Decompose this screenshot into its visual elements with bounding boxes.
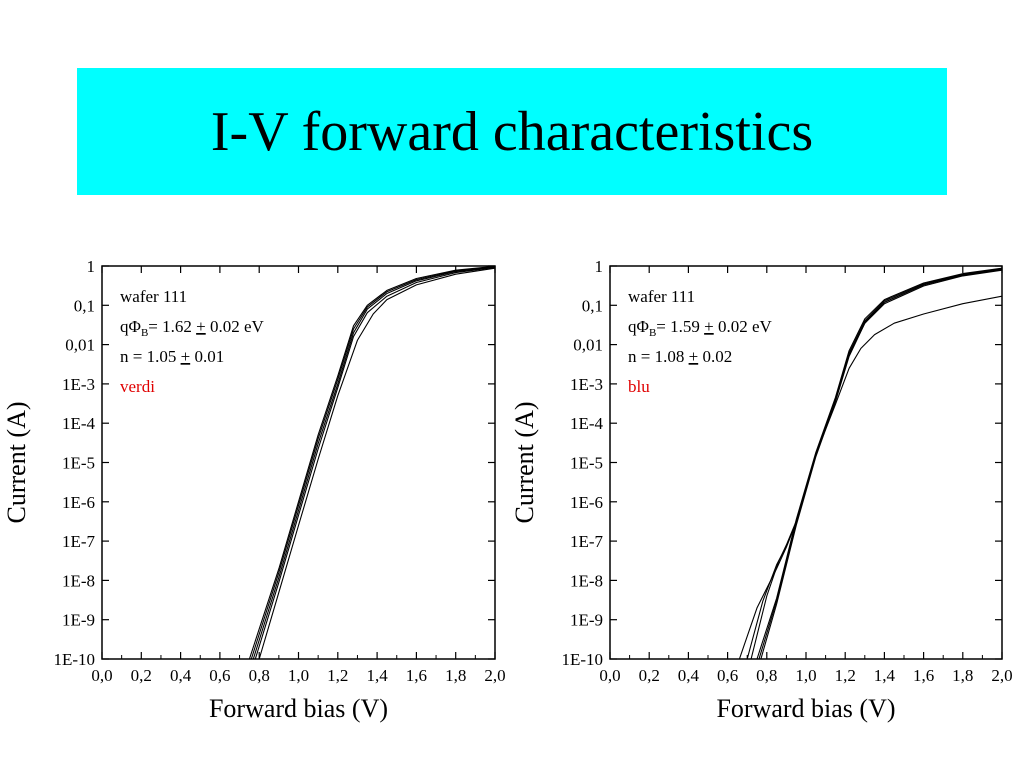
x-tick-label: 1,2 bbox=[327, 666, 348, 685]
y-tick-label: 0,01 bbox=[65, 336, 95, 355]
x-tick-label: 0,6 bbox=[209, 666, 230, 685]
y-tick-label: 1E-8 bbox=[62, 571, 95, 590]
series-line-2 bbox=[250, 266, 495, 659]
x-tick-label: 1,8 bbox=[445, 666, 466, 685]
series-line-3 bbox=[248, 266, 495, 659]
chart-2: 0,0 0,2 0,4 0,6 0,8 1,0 1,2 1,4 1,6 1,8 2,0 1E-10 1E… bbox=[510, 257, 1013, 723]
x-tick-label: 1,2 bbox=[835, 666, 856, 685]
x-tick-label: 0,8 bbox=[756, 666, 777, 685]
x-tick-label: 1,6 bbox=[913, 666, 934, 685]
chart-1: 0,0 0,2 0,4 0,6 0,8 1,0 1,2 1,4 1,6 1,8 2,0 1E-10 1E… bbox=[2, 257, 506, 723]
x-tick-label: 0,8 bbox=[249, 666, 270, 685]
x-tick-label: 0,0 bbox=[599, 666, 620, 685]
y-tick-label: 1E-9 bbox=[570, 611, 603, 630]
series-line-5 bbox=[258, 267, 495, 659]
series-line-6 bbox=[750, 295, 1002, 659]
y-tick-label: 1E-8 bbox=[570, 571, 603, 590]
y-axis-title: Current (A) bbox=[510, 401, 539, 523]
annotation-ideality: n = 1.05 + 0.01 bbox=[120, 347, 224, 366]
series-line-1 bbox=[252, 266, 495, 659]
series-line-3 bbox=[756, 267, 1002, 659]
y-tick-label: 1E-5 bbox=[62, 454, 95, 473]
y-tick-label: 1 bbox=[87, 257, 96, 276]
y-axis-title: Current (A) bbox=[2, 401, 31, 523]
y-tick-label: 0,1 bbox=[582, 296, 603, 315]
annotation-wafer: wafer 111 bbox=[120, 287, 187, 306]
x-tick-label: 1,0 bbox=[288, 666, 309, 685]
x-tick-label: 1,6 bbox=[406, 666, 427, 685]
x-tick-label: 0,6 bbox=[717, 666, 738, 685]
x-axis-title: Forward bias (V) bbox=[716, 694, 895, 723]
y-tick-label: 1E-7 bbox=[570, 532, 604, 551]
series-line-2 bbox=[760, 268, 1002, 659]
y-tick-label: 1 bbox=[595, 257, 604, 276]
x-tick-label: 0,4 bbox=[170, 666, 192, 685]
x-tick-label: 0,0 bbox=[91, 666, 112, 685]
annotation-barrier: qΦB= 1.62 + 0.02 eV bbox=[120, 317, 265, 339]
y-tick-label: 1E-3 bbox=[62, 375, 95, 394]
y-tick-label: 1E-10 bbox=[561, 650, 603, 669]
x-tick-label: 2,0 bbox=[484, 666, 505, 685]
x-tick-label: 0,2 bbox=[131, 666, 152, 685]
x-tick-label: 0,2 bbox=[639, 666, 660, 685]
x-tick-label: 1,4 bbox=[874, 666, 896, 685]
x-tick-label: 0,4 bbox=[678, 666, 700, 685]
y-tick-label: 1E-7 bbox=[62, 532, 96, 551]
annotation-sample-label: verdi bbox=[120, 377, 155, 396]
x-tick-label: 1,4 bbox=[366, 666, 388, 685]
annotation-wafer: wafer 111 bbox=[628, 287, 695, 306]
y-tick-label: 1E-5 bbox=[570, 454, 603, 473]
slide-title: I-V forward characteristics bbox=[210, 100, 814, 163]
y-tick-label: 0,1 bbox=[74, 296, 95, 315]
annotation-sample-label: blu bbox=[628, 377, 650, 396]
x-tick-label: 1,8 bbox=[952, 666, 973, 685]
series-line-4 bbox=[738, 269, 1002, 659]
annotation-barrier: qΦB= 1.59 + 0.02 eV bbox=[628, 317, 773, 339]
y-tick-label: 1E-3 bbox=[570, 375, 603, 394]
y-tick-label: 1E-4 bbox=[570, 414, 604, 433]
x-tick-label: 1,0 bbox=[795, 666, 816, 685]
series-line-1 bbox=[758, 268, 1002, 659]
series-line-4 bbox=[254, 266, 495, 659]
y-tick-label: 1E-6 bbox=[570, 493, 603, 512]
y-tick-label: 0,01 bbox=[573, 336, 603, 355]
y-tick-label: 1E-10 bbox=[53, 650, 95, 669]
x-tick-label: 2,0 bbox=[991, 666, 1012, 685]
y-tick-label: 1E-6 bbox=[62, 493, 95, 512]
y-tick-label: 1E-4 bbox=[62, 414, 96, 433]
x-axis-title: Forward bias (V) bbox=[209, 694, 388, 723]
annotation-ideality: n = 1.08 + 0.02 bbox=[628, 347, 732, 366]
series-line-5 bbox=[746, 269, 1002, 659]
title-banner: I-V forward characteristics bbox=[77, 68, 947, 195]
y-tick-label: 1E-9 bbox=[62, 611, 95, 630]
